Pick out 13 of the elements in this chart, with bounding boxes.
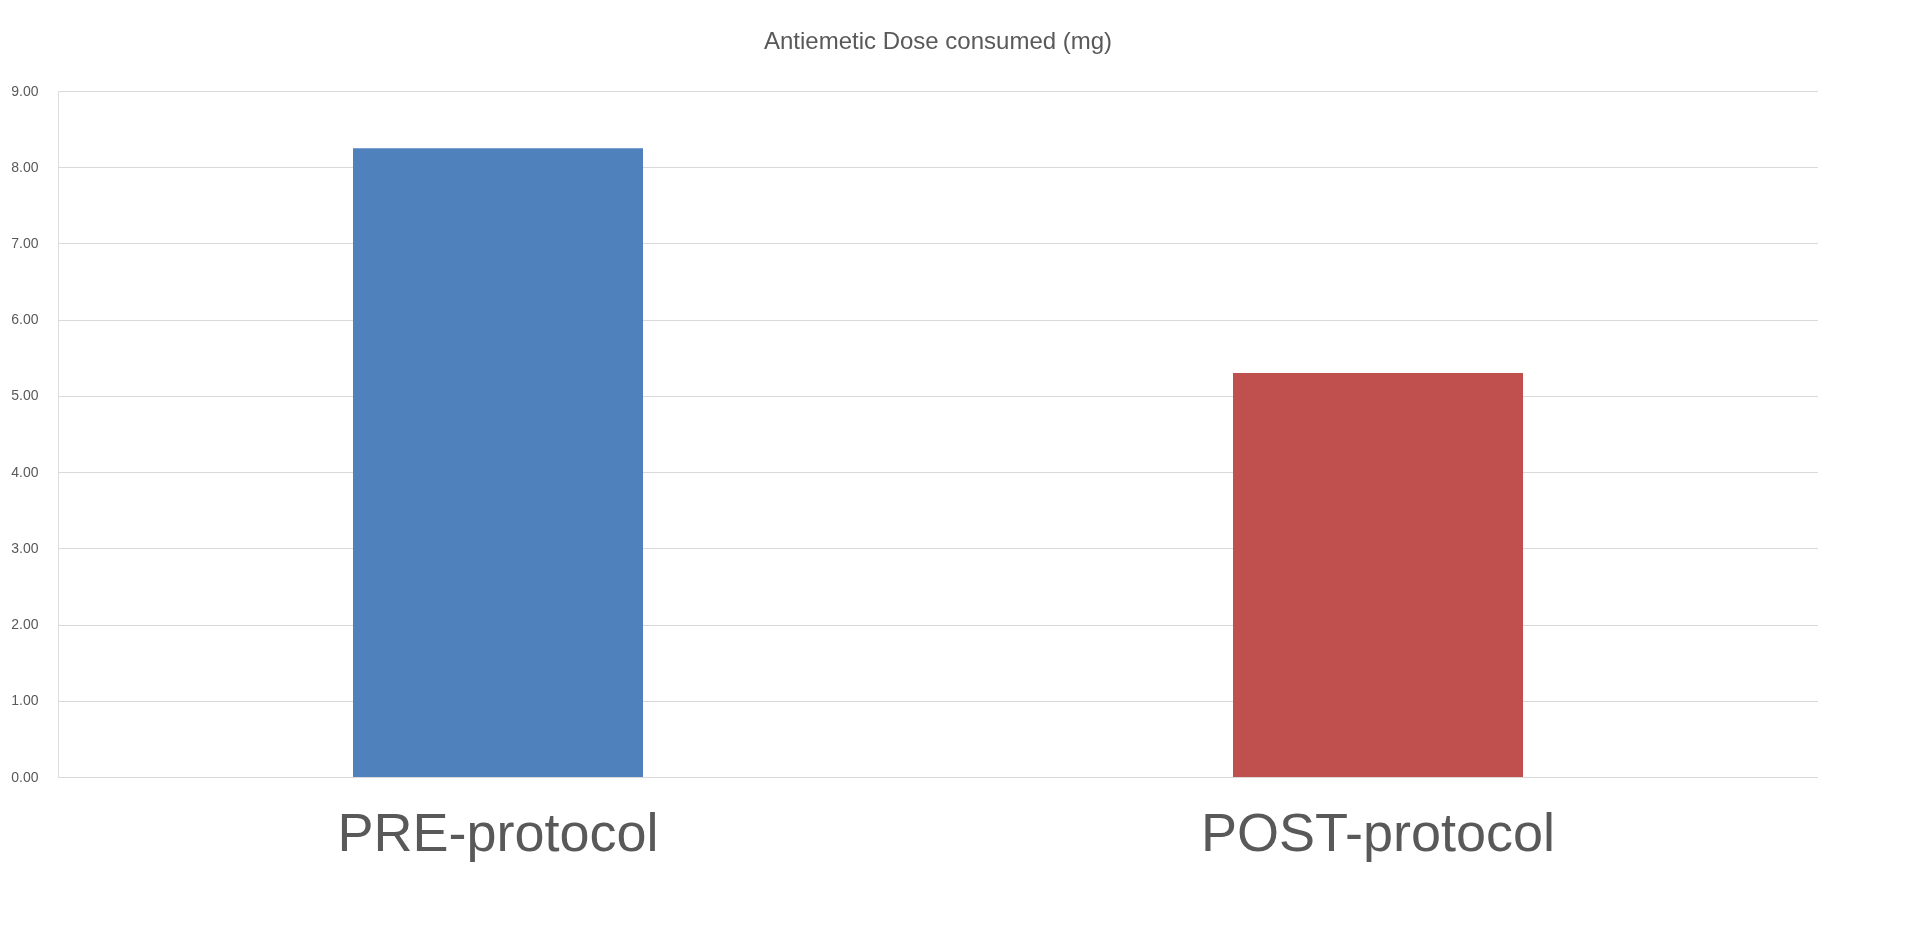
y-tick-label: 8.00 bbox=[11, 158, 39, 175]
y-tick-label: 5.00 bbox=[11, 387, 39, 404]
y-tick-label: 7.00 bbox=[11, 234, 39, 251]
x-tick-label: PRE-protocol bbox=[337, 801, 659, 862]
chart-title: Antiemetic Dose consumed (mg) bbox=[763, 27, 1113, 54]
y-tick-label: 3.00 bbox=[11, 539, 39, 556]
y-tick-label: 4.00 bbox=[11, 463, 39, 480]
y-tick-label: 9.00 bbox=[11, 82, 39, 99]
y-tick-label: 1.00 bbox=[11, 692, 39, 709]
y-tick-label: 6.00 bbox=[11, 311, 39, 328]
y-tick-label: 0.00 bbox=[11, 768, 39, 785]
x-tick-label: POST-protocol bbox=[1200, 801, 1556, 862]
y-tick-label: 2.00 bbox=[11, 616, 39, 633]
